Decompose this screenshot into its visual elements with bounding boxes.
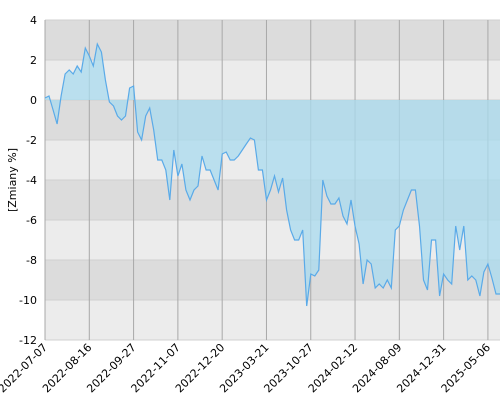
y-tick-label: -12 [19,334,37,347]
band [45,20,500,60]
y-tick-label: 0 [30,94,37,107]
y-tick-label: -8 [26,254,37,267]
band [45,300,500,340]
y-tick-label: -10 [19,294,37,307]
y-tick-label: -2 [26,134,37,147]
area [45,44,500,306]
band [45,60,500,100]
line [44,42,500,307]
band [45,260,500,300]
y-tick-label: -4 [26,174,37,187]
y-tick-label: 2 [30,54,37,67]
y-axis-label: [Zmiany %] [6,148,19,212]
y-tick-label: 4 [30,14,37,27]
y-tick-label: -6 [26,214,37,227]
